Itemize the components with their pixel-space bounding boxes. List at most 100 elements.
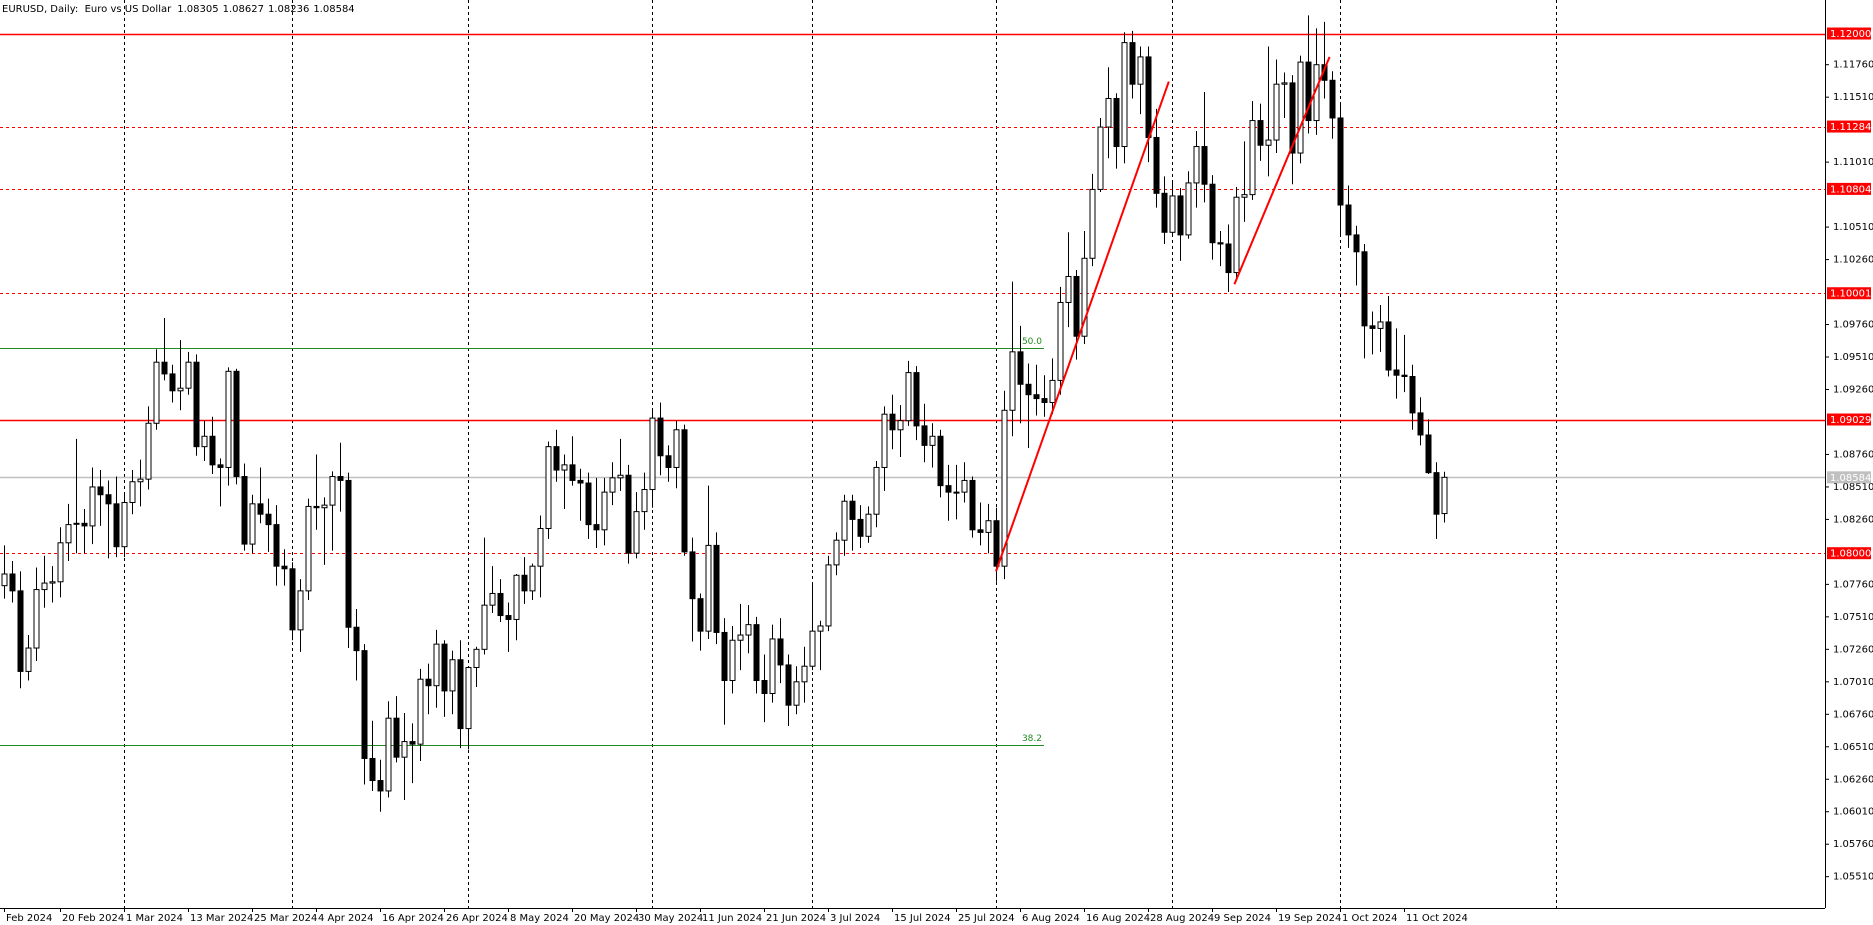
bear-candle-body bbox=[425, 678, 432, 687]
y-tick-label: 1.05510 bbox=[1833, 872, 1873, 883]
price-level-tag bbox=[1827, 120, 1871, 133]
bull-candle-body bbox=[1241, 194, 1248, 198]
bull-candle-body bbox=[417, 678, 424, 745]
fib-label: 38.2 bbox=[1022, 734, 1042, 744]
price-level-label: 1.08584 bbox=[1830, 473, 1871, 484]
bear-candle-body bbox=[1201, 146, 1208, 185]
bull-candle-body bbox=[1185, 182, 1192, 236]
bull-candle-body bbox=[1233, 196, 1240, 274]
bear-candle-body bbox=[1177, 195, 1184, 236]
y-tick-label: 1.06010 bbox=[1833, 807, 1873, 818]
x-tick-label: 30 May 2024 bbox=[638, 913, 703, 924]
y-tick-label: 1.07010 bbox=[1833, 677, 1873, 688]
bear-candle-body bbox=[1025, 383, 1032, 396]
bear-candle-body bbox=[353, 626, 360, 652]
y-tick-label: 1.11760 bbox=[1833, 60, 1873, 71]
bull-candle-body bbox=[433, 643, 440, 687]
bull-candle-body bbox=[985, 520, 992, 533]
bull-candle-body bbox=[145, 422, 152, 480]
bear-candle-body bbox=[1289, 82, 1296, 154]
price-level-tag bbox=[1827, 27, 1871, 40]
y-tick-label: 1.06760 bbox=[1833, 709, 1873, 720]
bull-candle-body bbox=[729, 639, 736, 682]
bull-candle-body bbox=[801, 665, 808, 683]
x-tick-label: 16 Aug 2024 bbox=[1086, 913, 1150, 924]
bear-candle-body bbox=[665, 455, 672, 468]
bear-candle-body bbox=[1209, 183, 1216, 244]
bear-candle-body bbox=[1353, 234, 1360, 253]
bear-candle-body bbox=[1369, 325, 1376, 329]
y-tick-label: 1.09510 bbox=[1833, 352, 1873, 363]
bull-candle-body bbox=[641, 489, 648, 513]
y-tick-label: 1.11510 bbox=[1833, 92, 1873, 103]
bear-candle-body bbox=[1305, 61, 1312, 122]
bear-candle-body bbox=[993, 520, 1000, 567]
trendline bbox=[995, 81, 1170, 572]
bull-candle-body bbox=[737, 634, 744, 641]
bull-candle-body bbox=[473, 648, 480, 669]
bear-candle-body bbox=[257, 503, 264, 515]
bear-candle-body bbox=[1345, 204, 1352, 236]
bear-candle-body bbox=[313, 505, 320, 509]
price-level-tag bbox=[1827, 471, 1871, 484]
x-tick-label: 25 Jul 2024 bbox=[958, 913, 1015, 924]
bull-candle-body bbox=[401, 741, 408, 758]
bull-candle-body bbox=[481, 604, 488, 650]
chart-title: EURUSD, Daily: Euro vs US Dollar 1.08305 1… bbox=[2, 4, 355, 15]
bull-candle-body bbox=[561, 464, 568, 471]
bull-candle-body bbox=[1065, 275, 1072, 303]
y-tick-label: 1.11010 bbox=[1833, 157, 1873, 168]
y-tick-label: 1.07260 bbox=[1833, 644, 1873, 655]
bear-candle-body bbox=[345, 479, 352, 628]
ohlc-open: 1.08305 bbox=[177, 4, 218, 15]
x-tick-label: 13 Mar 2024 bbox=[190, 913, 253, 924]
bull-candle-body bbox=[1105, 97, 1112, 128]
x-tick-label: 11 Jun 2024 bbox=[702, 913, 762, 924]
bear-candle-body bbox=[409, 741, 416, 745]
bull-candle-body bbox=[1081, 257, 1088, 337]
bull-candle-body bbox=[321, 504, 328, 509]
x-tick-label: 6 Aug 2024 bbox=[1022, 913, 1080, 924]
bear-candle-body bbox=[81, 522, 88, 527]
bear-candle-body bbox=[1425, 434, 1432, 474]
bear-candle-body bbox=[849, 500, 856, 520]
bull-candle-body bbox=[1273, 83, 1280, 141]
bear-candle-body bbox=[97, 486, 104, 496]
y-tick-label: 1.08760 bbox=[1833, 449, 1873, 460]
bull-candle-body bbox=[961, 479, 968, 493]
bull-candle-body bbox=[185, 361, 192, 389]
bull-candle-body bbox=[833, 539, 840, 566]
y-tick-label: 1.07760 bbox=[1833, 579, 1873, 590]
bull-candle-body bbox=[537, 528, 544, 567]
price-level-label: 1.11284 bbox=[1830, 122, 1871, 133]
bull-candle-body bbox=[177, 387, 184, 392]
bear-candle-body bbox=[1153, 136, 1160, 194]
x-tick-label: 8 May 2024 bbox=[510, 913, 569, 924]
bull-candle-body bbox=[33, 589, 40, 649]
bear-candle-body bbox=[577, 479, 584, 484]
bull-candle-body bbox=[1249, 120, 1256, 196]
bull-candle-body bbox=[649, 417, 656, 491]
bull-candle-body bbox=[1049, 379, 1056, 403]
bear-candle-body bbox=[1225, 243, 1232, 274]
bull-candle-body bbox=[809, 630, 816, 667]
bull-candle-body bbox=[1057, 301, 1064, 381]
bull-candle-body bbox=[49, 581, 56, 584]
bull-candle-body bbox=[129, 481, 136, 504]
bear-candle-body bbox=[689, 551, 696, 600]
price-level-label: 1.10001 bbox=[1830, 289, 1871, 300]
bull-candle-body bbox=[633, 511, 640, 554]
symbol-title: EURUSD, Daily: Euro vs US Dollar bbox=[2, 4, 172, 15]
bear-candle-body bbox=[337, 476, 344, 481]
bull-candle-body bbox=[745, 624, 752, 636]
bull-candle-body bbox=[1001, 409, 1008, 567]
x-tick-label: 16 Apr 2024 bbox=[382, 913, 444, 924]
bear-candle-body bbox=[1129, 42, 1136, 85]
x-tick-label: 26 Apr 2024 bbox=[446, 913, 508, 924]
y-tick-label: 1.08510 bbox=[1833, 482, 1873, 493]
bear-candle-body bbox=[369, 757, 376, 782]
bear-candle-body bbox=[625, 474, 632, 554]
bear-candle-body bbox=[1033, 394, 1040, 400]
bull-candle-body bbox=[1121, 42, 1128, 148]
